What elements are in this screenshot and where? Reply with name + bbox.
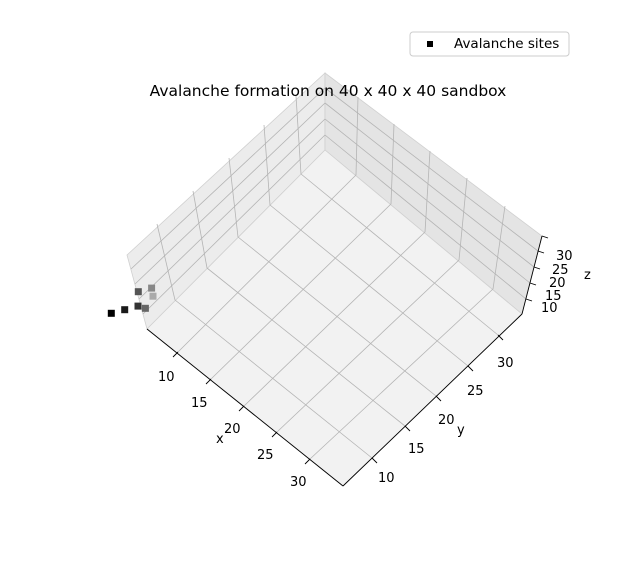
y-tick-label: 10 [378, 471, 395, 486]
z-axis-label: z [584, 268, 591, 283]
z-tick-label: 10 [541, 301, 558, 316]
axis-x-line [146, 328, 344, 487]
x-tick-label: 15 [191, 396, 208, 411]
grid-left-pane [130, 87, 326, 315]
z-tick-label: 20 [549, 276, 566, 291]
y-tick-marks [371, 334, 504, 464]
chart-title: Avalanche formation on 40 x 40 x 40 sand… [150, 82, 507, 100]
axis-y-line [342, 313, 523, 487]
z-tick-label: 30 [556, 249, 573, 264]
grid-right-pane [324, 87, 539, 300]
z-tick-label: 25 [552, 263, 569, 278]
grid-floor [174, 173, 499, 460]
x-tick-marks [172, 351, 311, 465]
legend-box [409, 31, 570, 57]
z-tick-label: 15 [545, 289, 562, 304]
y-axis-label: y [457, 423, 465, 438]
scatter-points [107, 284, 157, 317]
x-tick-label: 30 [290, 475, 307, 490]
x-axis-label: x [216, 432, 224, 447]
y-tick-label: 15 [408, 442, 425, 457]
y-tick-label: 20 [438, 413, 455, 428]
scatter-point [121, 306, 129, 314]
x-tick-label: 25 [257, 448, 274, 463]
y-tick-label: 30 [497, 356, 514, 371]
scatter-point [107, 309, 115, 317]
legend-entry-label: Avalanche sites [454, 36, 559, 52]
z-tick-marks [525, 235, 549, 302]
axis-z-line [521, 235, 543, 315]
legend-marker [427, 41, 433, 47]
scatter-point [149, 292, 157, 300]
legend: Avalanche sites [409, 31, 570, 57]
y-tick-label: 25 [467, 384, 484, 399]
scatter-point [141, 304, 149, 312]
x-tick-label: 10 [158, 370, 175, 385]
x-tick-label: 20 [224, 422, 241, 437]
scatter-point [134, 302, 142, 310]
scatter-point [134, 288, 142, 296]
scatter-point [148, 284, 156, 292]
